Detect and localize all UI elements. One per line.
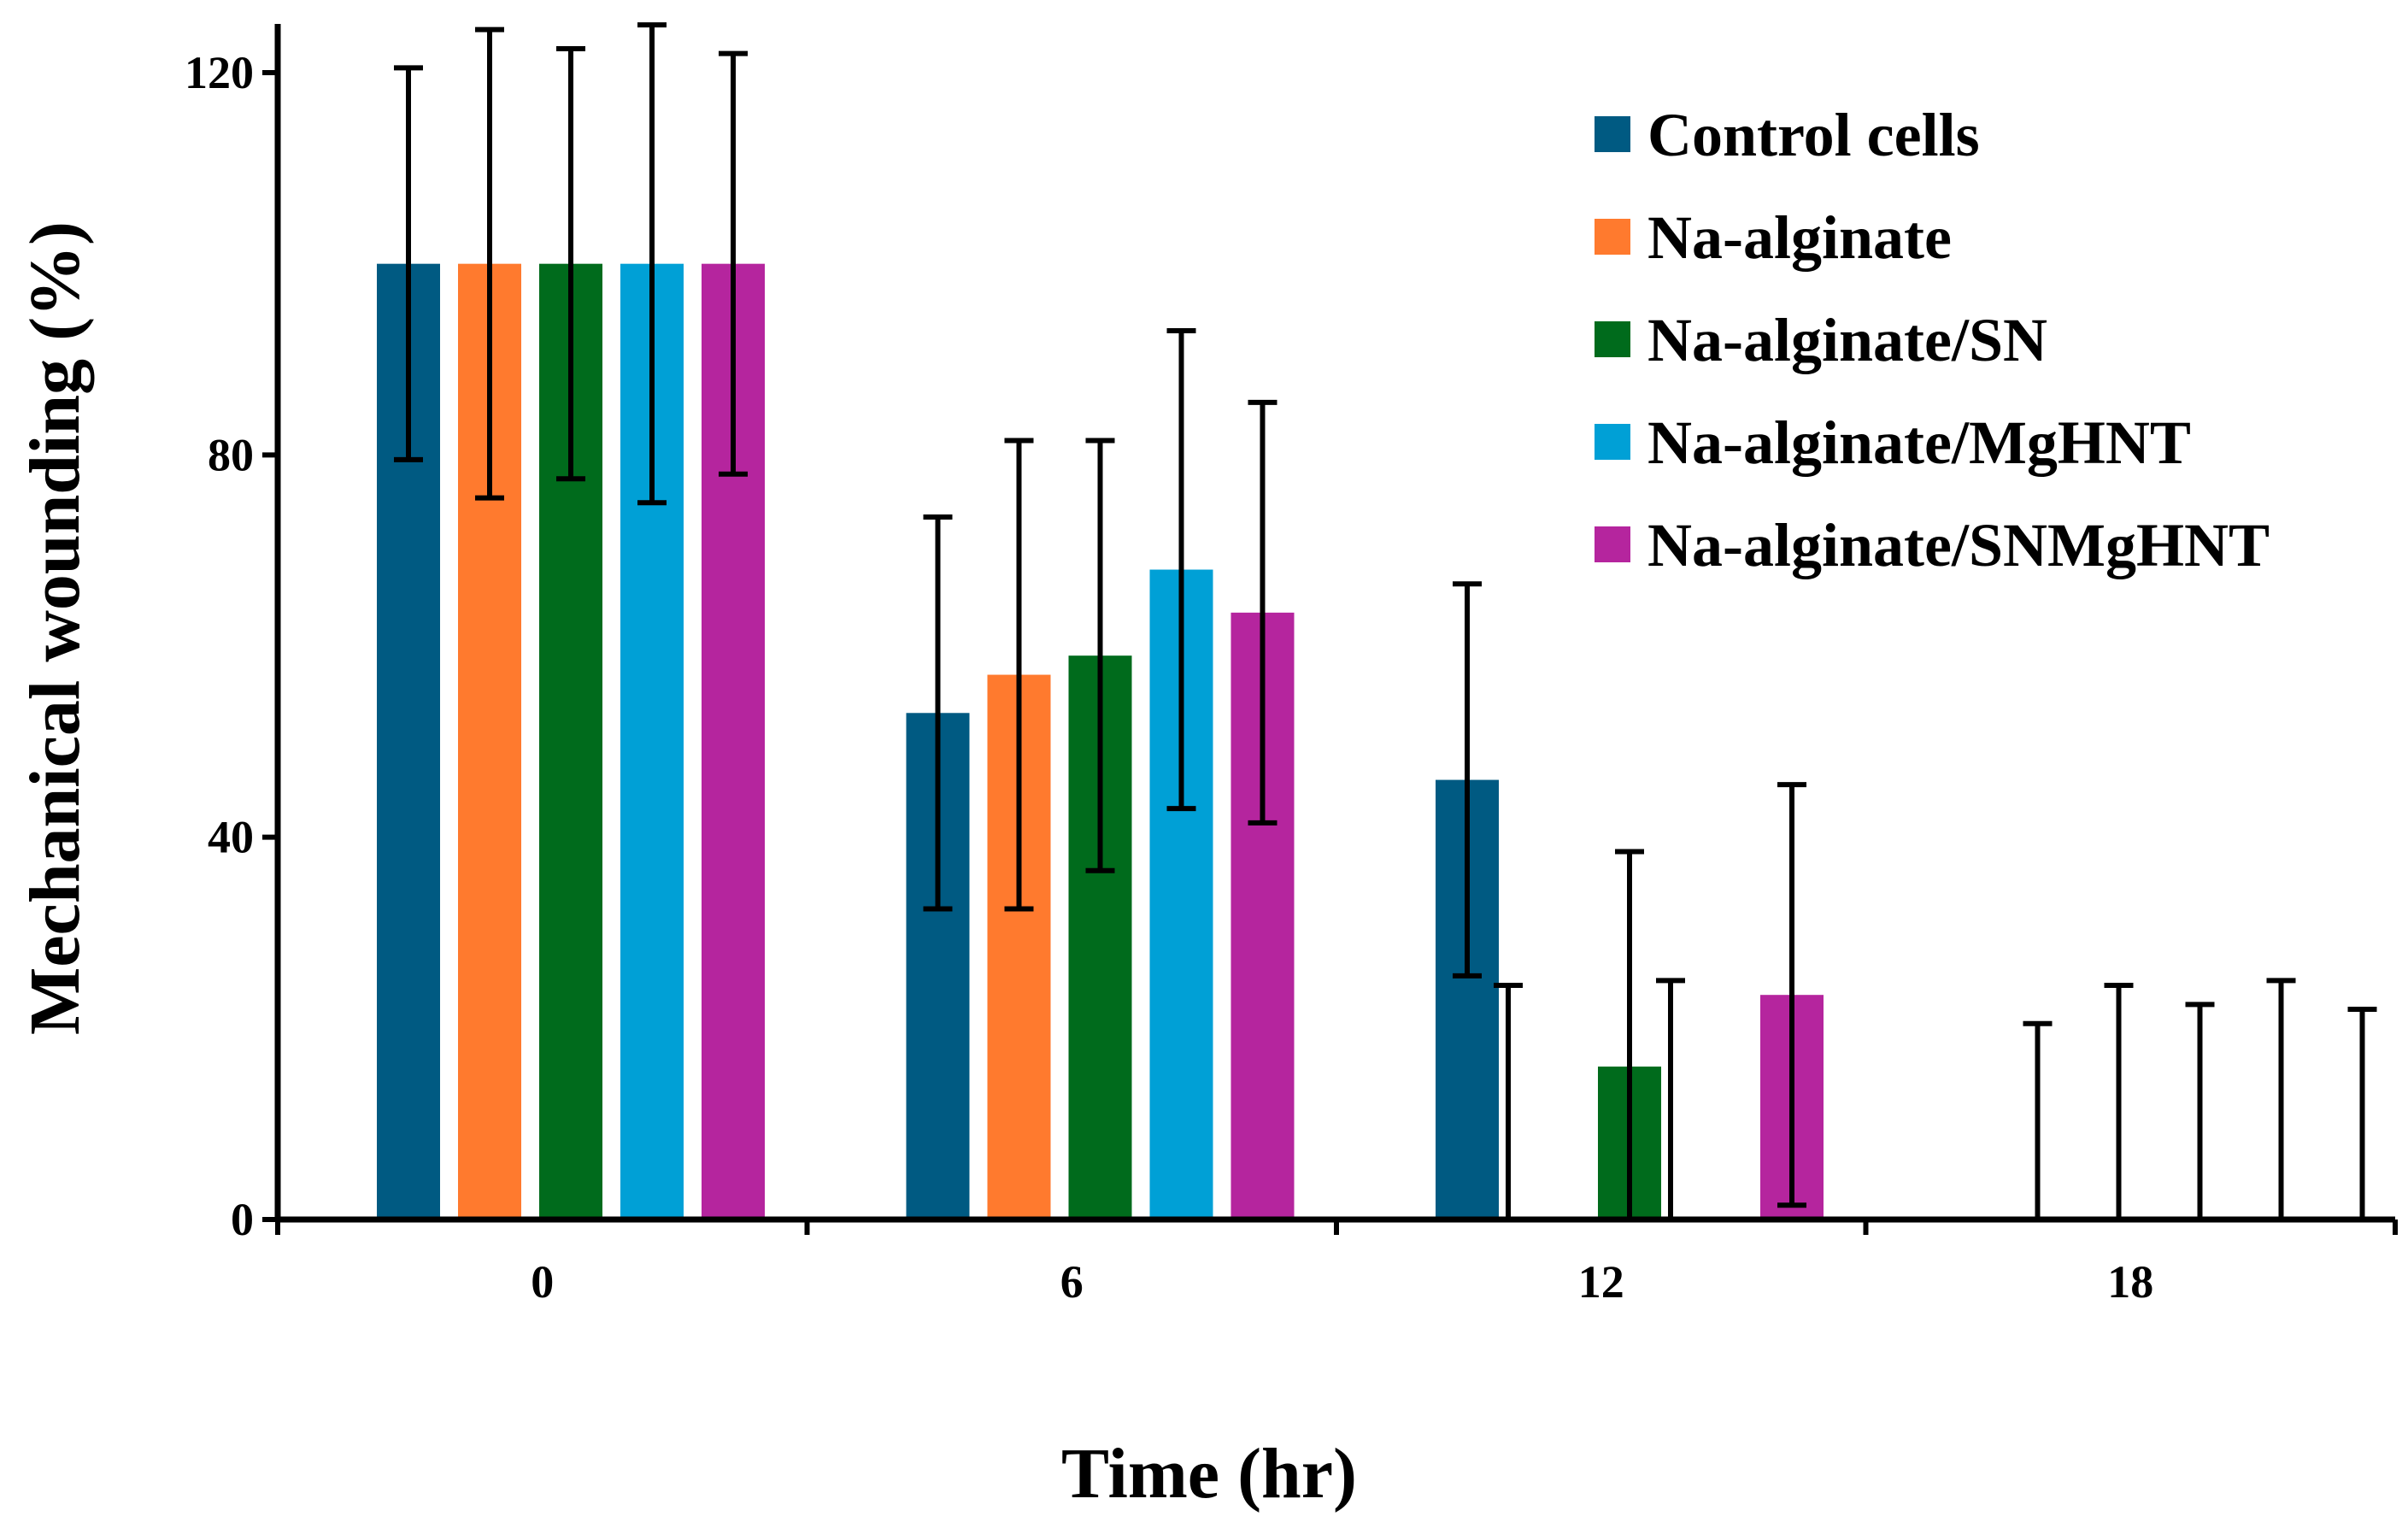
legend-item: Na-alginate/SN xyxy=(1595,306,2047,374)
error-bar-control-cells-t12 xyxy=(1453,581,1482,979)
x-tick-label: 0 xyxy=(531,1256,554,1308)
error-bar-na-alginate-sn-t18 xyxy=(2104,983,2134,1220)
x-axis-title: Time (hr) xyxy=(1061,1434,1357,1513)
legend-item: Na-alginate xyxy=(1595,203,1952,272)
legend-swatch xyxy=(1595,219,1630,255)
error-bar-na-alginate-sn-t0 xyxy=(556,46,585,482)
error-bar-na-alginate-snmghnt-t0 xyxy=(719,50,748,477)
error-bar-na-alginate-mghnt-t12 xyxy=(1656,978,1685,1220)
legend-swatch xyxy=(1595,321,1630,357)
error-bar-na-alginate-snmghnt-t6 xyxy=(1248,399,1277,826)
error-bar-na-alginate-t6 xyxy=(1004,438,1034,912)
y-tick-label: 80 xyxy=(208,429,254,480)
error-bar-na-alginate-mghnt-t6 xyxy=(1166,327,1196,812)
legend-label: Na-alginate/SN xyxy=(1647,306,2047,374)
legend-swatch xyxy=(1595,526,1630,562)
legend-swatch xyxy=(1595,424,1630,460)
error-bar-control-cells-t0 xyxy=(394,65,423,462)
legend-item: Control cells xyxy=(1595,101,1980,169)
x-tick-label: 6 xyxy=(1060,1256,1084,1308)
y-ticks-group: 0 40 80 120 xyxy=(185,47,278,1245)
x-tick-label: 18 xyxy=(2107,1256,2153,1308)
legend-item: Na-alginate/SNMgHNT xyxy=(1595,511,2270,579)
legend-item: Na-alginate/MgHNT xyxy=(1595,408,2191,477)
error-bar-na-alginate-sn-t6 xyxy=(1085,438,1115,873)
x-tick-label: 12 xyxy=(1578,1256,1624,1308)
legend-label: Control cells xyxy=(1647,101,1980,169)
error-bar-na-alginate-t0 xyxy=(475,26,504,501)
error-bar-na-alginate-t18 xyxy=(2023,1020,2053,1220)
error-bar-na-alginate-snmghnt-t18 xyxy=(2266,978,2296,1220)
error-bar-extra-t18 xyxy=(2347,1006,2377,1220)
error-bar-na-alginate-mghnt-t0 xyxy=(637,22,667,506)
legend-label: Na-alginate xyxy=(1647,203,1952,272)
legend-swatch xyxy=(1595,116,1630,152)
y-tick-label: 0 xyxy=(231,1194,254,1245)
legend-label: Na-alginate/MgHNT xyxy=(1647,408,2191,477)
error-bar-na-alginate-snmghnt-t12 xyxy=(1777,782,1806,1208)
y-axis-title: Mechanical wounding (%) xyxy=(15,221,95,1035)
y-tick-label: 40 xyxy=(208,812,254,863)
error-bar-na-alginate-sn-t12 xyxy=(1615,849,1644,1220)
legend: Control cells Na-alginate Na-alginate/SN Na… xyxy=(1595,101,2270,579)
error-bar-na-alginate-t12 xyxy=(1494,983,1523,1220)
y-tick-label: 120 xyxy=(185,47,254,98)
error-bar-na-alginate-mghnt-t18 xyxy=(2185,1002,2215,1220)
error-bars-group xyxy=(394,22,2377,1220)
legend-label: Na-alginate/SNMgHNT xyxy=(1647,511,2270,579)
x-ticks-group: 0 6 12 18 xyxy=(275,1220,2398,1308)
error-bar-control-cells-t6 xyxy=(923,514,953,912)
